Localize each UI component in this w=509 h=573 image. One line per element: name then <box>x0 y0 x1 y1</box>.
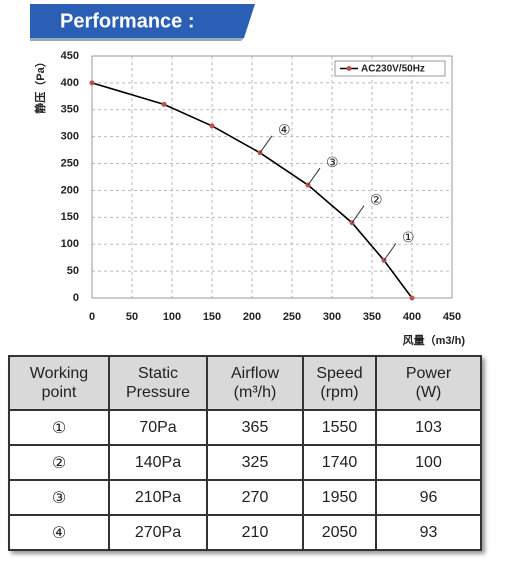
annotation-leader <box>259 135 273 154</box>
y-tick-label: 150 <box>61 211 79 223</box>
header-text: (rpm) <box>320 384 359 401</box>
table-row: ③ 210Pa 270 1950 96 <box>8 479 482 516</box>
x-tick-label: 100 <box>163 311 181 323</box>
y-tick-label: 50 <box>67 265 79 277</box>
x-tick-label: 200 <box>243 311 261 323</box>
annotation: ③ <box>326 154 339 170</box>
table-cell: 1950 <box>302 479 377 516</box>
annotation: ② <box>370 191 383 207</box>
table-row: ② 140Pa 325 1740 100 <box>8 444 482 481</box>
table-cell: 1550 <box>302 409 377 446</box>
x-tick-label: 400 <box>403 311 421 323</box>
header-text: Speed <box>316 365 363 382</box>
table-cell: 1740 <box>302 444 377 481</box>
x-tick-label: 300 <box>323 311 341 323</box>
header-cell: Power (W) <box>375 355 482 411</box>
table-cell: 100 <box>375 444 482 481</box>
x-axis-label: 风量（m3/h) <box>403 333 466 347</box>
y-tick-label: 100 <box>61 238 79 250</box>
table-row: ① 70Pa 365 1550 103 <box>8 409 482 446</box>
header-text: (W) <box>415 384 442 401</box>
annotation-leader <box>307 167 321 186</box>
table-cell: 103 <box>375 409 482 446</box>
header-text: Static <box>137 365 178 382</box>
x-tick-label: 50 <box>126 311 138 323</box>
spec-table: Working point Static Pressure Airflow (m³/h) S… <box>8 355 482 551</box>
table-cell: 325 <box>206 444 304 481</box>
table-cell: 210Pa <box>108 479 208 516</box>
header-text: point <box>41 384 77 401</box>
header-text: (m³/h) <box>233 384 277 401</box>
y-axis-label: 静压（Pa） <box>33 56 47 113</box>
table-cell: 70Pa <box>108 409 208 446</box>
y-tick-label: 450 <box>61 50 79 62</box>
table-cell: ④ <box>8 514 110 551</box>
header-cell: Airflow (m³/h) <box>206 355 304 411</box>
table-cell: 270Pa <box>108 514 208 551</box>
table-cell: ② <box>8 444 110 481</box>
annotation-leader <box>351 205 365 223</box>
y-tick-label: 200 <box>61 184 79 196</box>
table-cell: 365 <box>206 409 304 446</box>
legend-marker <box>346 66 352 71</box>
banner-title: Performance : <box>60 10 195 32</box>
banner-shadow <box>30 38 244 41</box>
x-tick-label: 450 <box>443 311 461 323</box>
x-tick-label: 350 <box>363 311 381 323</box>
header-cell: Static Pressure <box>108 355 208 411</box>
header-cell: Working point <box>8 355 110 411</box>
annotation: ④ <box>278 122 291 138</box>
y-tick-label: 300 <box>61 131 79 143</box>
x-tick-label: 150 <box>203 311 221 323</box>
y-tick-label: 250 <box>61 157 79 169</box>
header-cell: Speed (rpm) <box>302 355 377 411</box>
point <box>409 295 415 301</box>
table-cell: 270 <box>206 479 304 516</box>
table-cell: 210 <box>206 514 304 551</box>
x-tick-label: 0 <box>89 311 95 323</box>
legend-label: AC230V/50Hz <box>361 64 425 75</box>
y-tick-label: 400 <box>61 77 79 89</box>
point <box>209 123 215 129</box>
table-cell: ③ <box>8 479 110 516</box>
point <box>89 80 95 86</box>
y-tick-label: 350 <box>61 104 79 116</box>
table-cell: 2050 <box>302 514 377 551</box>
header-text: Power <box>405 365 452 382</box>
annotation-leader <box>383 243 397 261</box>
x-tick-label: 250 <box>283 311 301 323</box>
header-text: Airflow <box>230 365 279 382</box>
table-row: ④ 270Pa 210 2050 93 <box>8 514 482 551</box>
legend-box <box>334 60 446 77</box>
chart: Performance : 0 50 100 150 200 250 300 350 400 45… <box>30 4 466 347</box>
plot-frame <box>91 55 453 299</box>
header-text: Working <box>29 365 89 382</box>
table-cell: 140Pa <box>108 444 208 481</box>
table-cell: 93 <box>375 514 482 551</box>
y-tick-label: 0 <box>73 292 79 304</box>
series-line <box>91 82 413 299</box>
banner <box>30 4 255 38</box>
table-cell: 96 <box>375 479 482 516</box>
annotation: ① <box>402 229 415 245</box>
header-text: Pressure <box>125 384 191 401</box>
table-cell: ① <box>8 409 110 446</box>
point <box>161 101 167 107</box>
